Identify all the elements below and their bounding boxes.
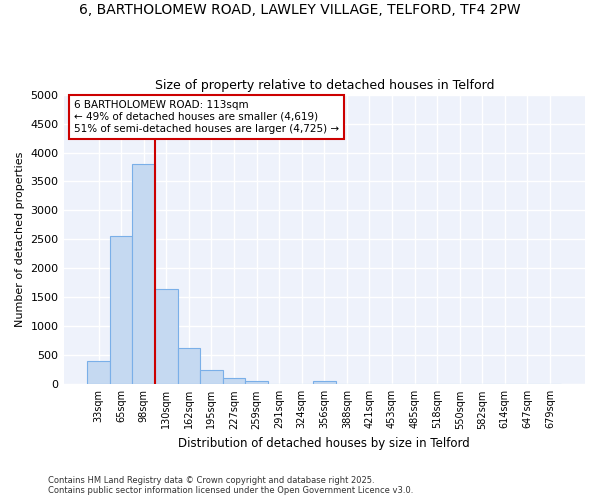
Bar [313,382,335,384]
Title: Size of property relative to detached houses in Telford: Size of property relative to detached ho… [155,79,494,92]
Text: 6, BARTHOLOMEW ROAD, LAWLEY VILLAGE, TELFORD, TF4 2PW: 6, BARTHOLOMEW ROAD, LAWLEY VILLAGE, TEL… [79,2,521,16]
Text: 6 BARTHOLOMEW ROAD: 113sqm
← 49% of detached houses are smaller (4,619)
51% of s: 6 BARTHOLOMEW ROAD: 113sqm ← 49% of deta… [74,100,339,134]
Bar [223,378,245,384]
Bar [245,382,268,384]
Bar [155,288,178,384]
Bar [110,236,133,384]
X-axis label: Distribution of detached houses by size in Telford: Distribution of detached houses by size … [178,437,470,450]
Bar [178,348,200,384]
Text: Contains HM Land Registry data © Crown copyright and database right 2025.
Contai: Contains HM Land Registry data © Crown c… [48,476,413,495]
Bar [200,370,223,384]
Y-axis label: Number of detached properties: Number of detached properties [15,152,25,327]
Bar [87,361,110,384]
Bar [133,164,155,384]
